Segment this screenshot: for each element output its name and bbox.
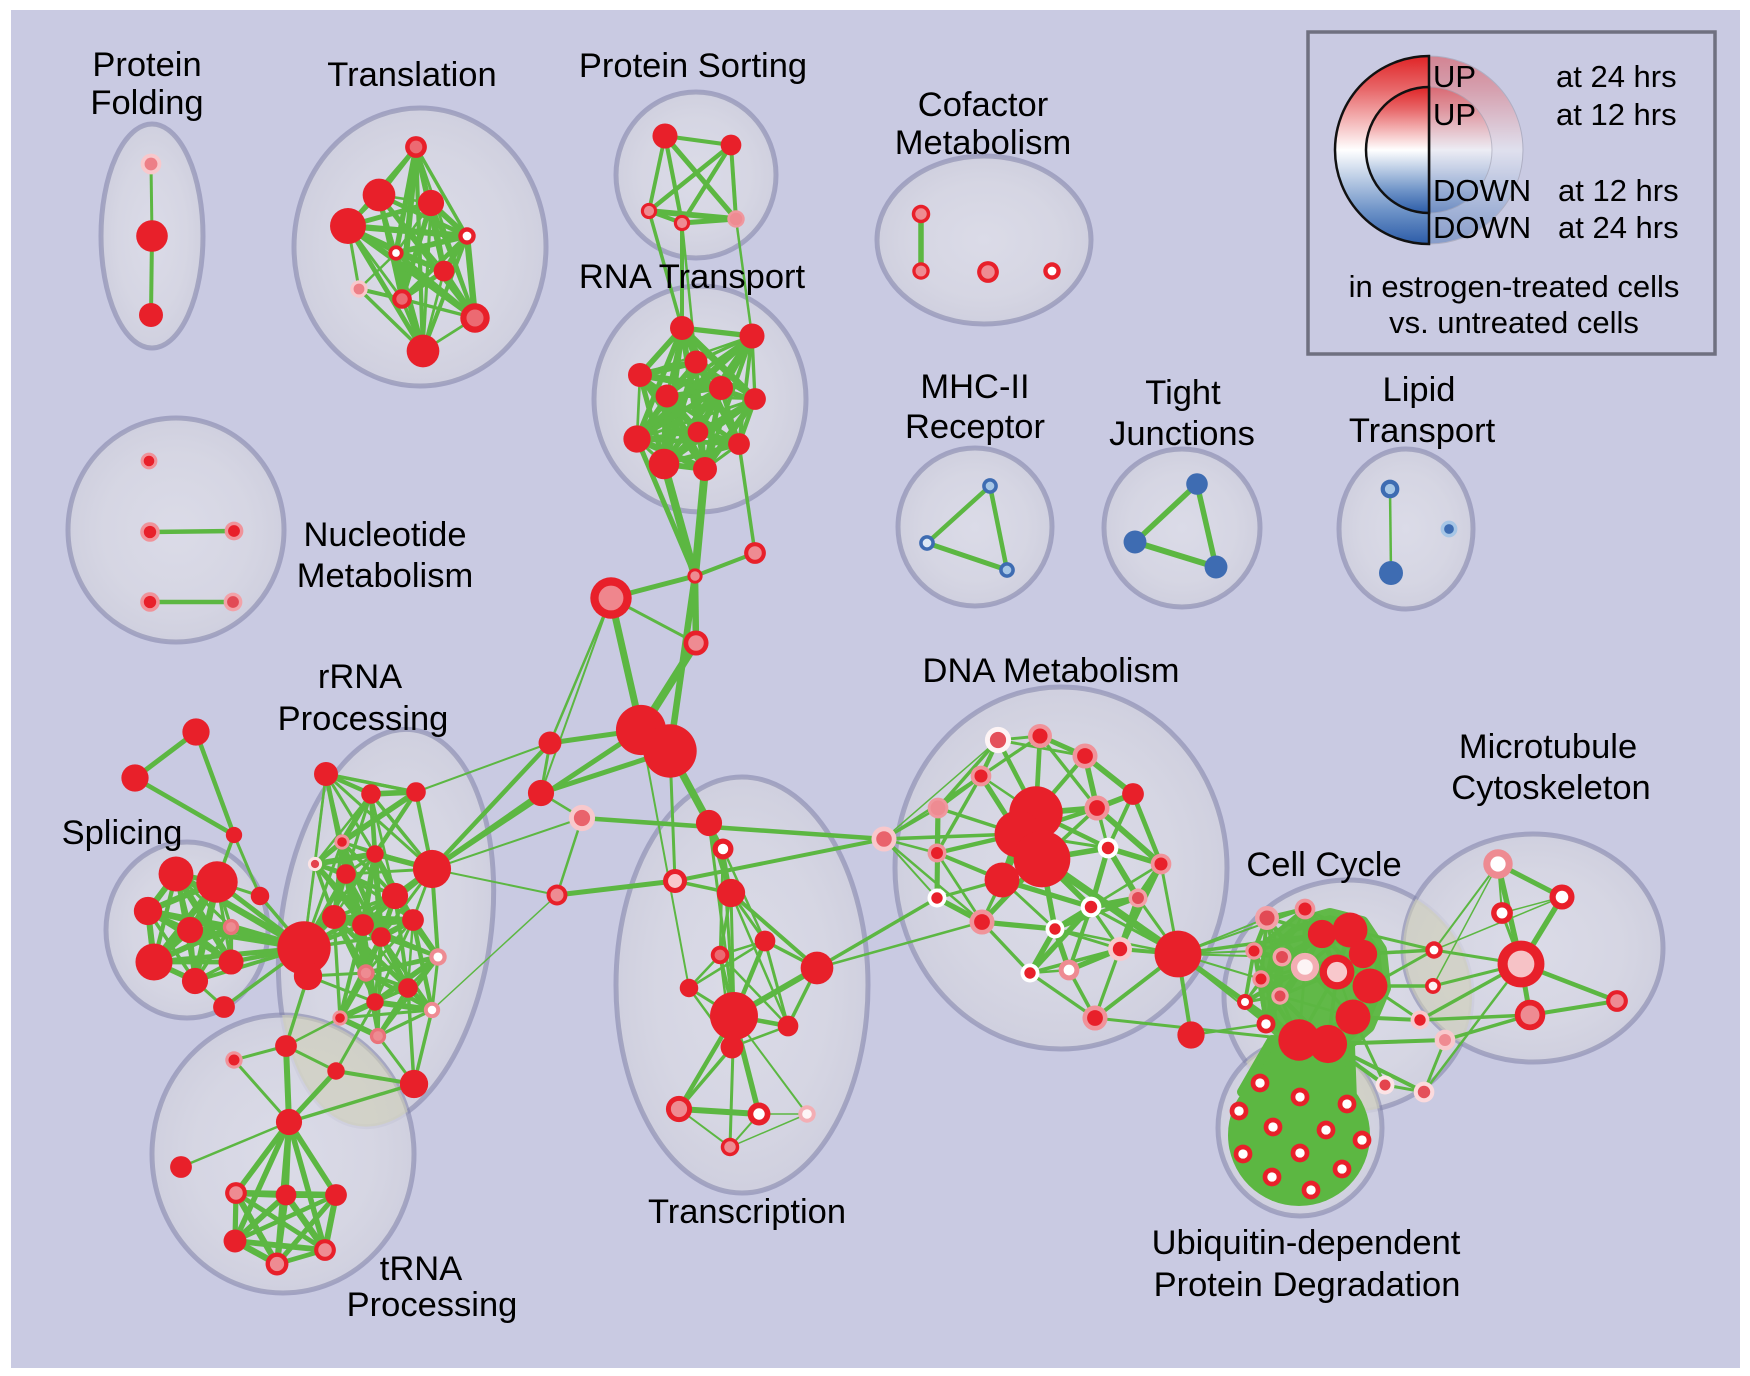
svg-text:UP: UP — [1433, 97, 1476, 132]
svg-text:Processing: Processing — [347, 1286, 518, 1324]
svg-text:at 24 hrs: at 24 hrs — [1556, 59, 1677, 94]
svg-text:vs. untreated cells: vs. untreated cells — [1389, 305, 1639, 340]
svg-text:Protein: Protein — [92, 46, 201, 84]
svg-text:Metabolism: Metabolism — [895, 124, 1071, 162]
svg-text:Cell Cycle: Cell Cycle — [1246, 846, 1401, 884]
svg-text:at 12 hrs: at 12 hrs — [1556, 97, 1677, 132]
svg-text:Metabolism: Metabolism — [297, 557, 473, 595]
svg-text:DOWN: DOWN — [1433, 173, 1531, 208]
svg-text:Splicing: Splicing — [62, 814, 183, 852]
svg-text:Cytoskeleton: Cytoskeleton — [1451, 769, 1650, 807]
svg-text:Nucleotide: Nucleotide — [303, 516, 466, 554]
svg-text:DOWN: DOWN — [1433, 210, 1531, 245]
svg-text:Protein Sorting: Protein Sorting — [579, 47, 807, 85]
svg-text:Cofactor: Cofactor — [918, 86, 1048, 124]
svg-text:Microtubule: Microtubule — [1459, 728, 1637, 766]
svg-text:MHC-II: MHC-II — [920, 368, 1029, 406]
svg-text:Receptor: Receptor — [905, 408, 1045, 446]
svg-text:at 12 hrs: at 12 hrs — [1558, 173, 1679, 208]
svg-text:Ubiquitin-dependent: Ubiquitin-dependent — [1152, 1224, 1461, 1262]
svg-text:in estrogen-treated cells: in estrogen-treated cells — [1349, 269, 1680, 304]
svg-text:Junctions: Junctions — [1109, 415, 1255, 453]
svg-text:Folding: Folding — [90, 84, 203, 122]
svg-text:Processing: Processing — [278, 700, 449, 738]
svg-text:rRNA: rRNA — [318, 658, 402, 696]
svg-text:Translation: Translation — [327, 56, 496, 94]
svg-text:Lipid: Lipid — [1383, 371, 1456, 409]
svg-text:UP: UP — [1433, 59, 1476, 94]
svg-text:tRNA: tRNA — [380, 1250, 462, 1288]
svg-text:at 24 hrs: at 24 hrs — [1558, 210, 1679, 245]
svg-text:DNA Metabolism: DNA Metabolism — [923, 652, 1180, 690]
svg-text:Transcription: Transcription — [648, 1193, 846, 1231]
svg-text:Tight: Tight — [1145, 374, 1221, 412]
svg-text:Protein Degradation: Protein Degradation — [1154, 1266, 1461, 1304]
svg-text:RNA Transport: RNA Transport — [579, 258, 806, 296]
svg-text:Transport: Transport — [1349, 412, 1496, 450]
